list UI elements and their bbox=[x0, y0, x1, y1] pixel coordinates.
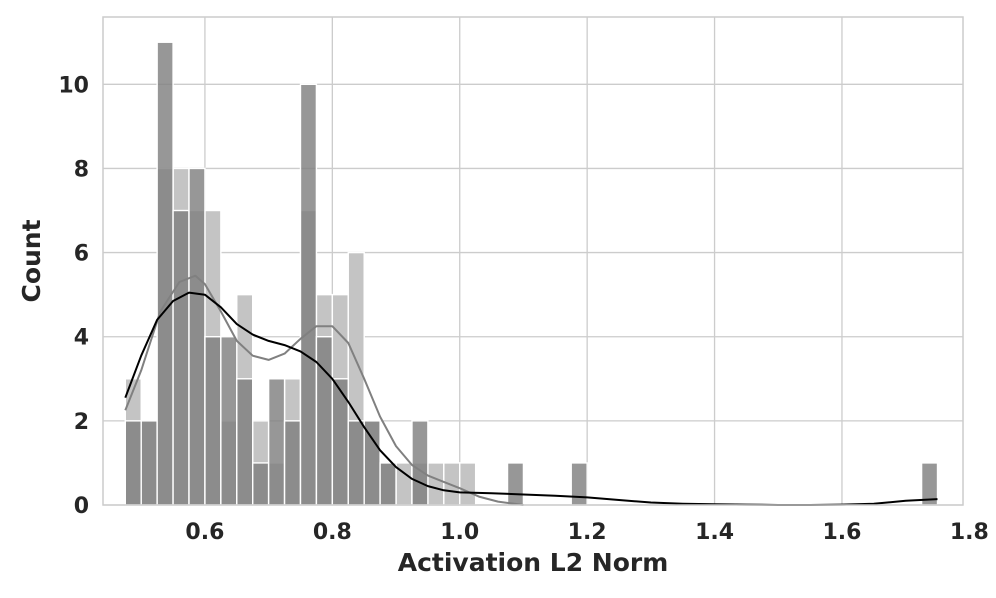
histogram-bar bbox=[172, 209, 190, 506]
y-tick-label: 0 bbox=[74, 494, 89, 519]
histogram-bar bbox=[140, 420, 158, 506]
histogram-bar bbox=[347, 420, 365, 506]
x-tick-label: 1.8 bbox=[950, 520, 989, 545]
histogram-bar bbox=[379, 462, 397, 506]
y-tick-label: 10 bbox=[58, 73, 89, 98]
histogram-bar bbox=[315, 336, 334, 506]
y-axis-ticks: 0 2 4 6 8 10 bbox=[58, 73, 89, 519]
histogram-bar bbox=[427, 462, 445, 506]
histogram-bar bbox=[443, 462, 461, 506]
x-tick-label: 1.6 bbox=[822, 520, 861, 545]
histogram-bar bbox=[220, 336, 238, 506]
y-axis-label: Count bbox=[17, 219, 46, 302]
y-tick-label: 4 bbox=[74, 326, 89, 351]
light-gray-kde-line bbox=[124, 274, 524, 506]
histogram-bar bbox=[252, 462, 270, 506]
plot-frame bbox=[102, 16, 964, 506]
x-axis-label: Activation L2 Norm bbox=[398, 548, 669, 577]
histogram-bar bbox=[299, 83, 318, 506]
x-tick-label: 1.2 bbox=[568, 520, 607, 545]
histogram-bar bbox=[459, 462, 477, 506]
histogram-bar bbox=[267, 378, 286, 506]
x-tick-label: 0.8 bbox=[313, 520, 352, 545]
histogram-bar bbox=[363, 420, 381, 506]
y-tick-label: 6 bbox=[74, 242, 89, 267]
histogram-bar bbox=[570, 462, 588, 506]
x-axis-ticks: 0.6 0.8 1.0 1.2 1.4 1.6 1.8 bbox=[185, 520, 988, 545]
histogram-bar bbox=[411, 420, 429, 506]
y-tick-label: 2 bbox=[74, 410, 89, 435]
histogram-bar bbox=[283, 420, 302, 506]
histogram-bar bbox=[204, 336, 222, 506]
x-tick-label: 1.0 bbox=[440, 520, 479, 545]
histogram-bar bbox=[506, 462, 525, 506]
x-tick-label: 0.6 bbox=[185, 520, 224, 545]
histogram-bar bbox=[236, 378, 254, 506]
y-tick-label: 8 bbox=[74, 157, 89, 182]
x-tick-label: 1.4 bbox=[695, 520, 734, 545]
histogram-bar bbox=[188, 167, 206, 506]
histogram-bar bbox=[124, 420, 142, 506]
histogram-bar bbox=[156, 41, 174, 506]
